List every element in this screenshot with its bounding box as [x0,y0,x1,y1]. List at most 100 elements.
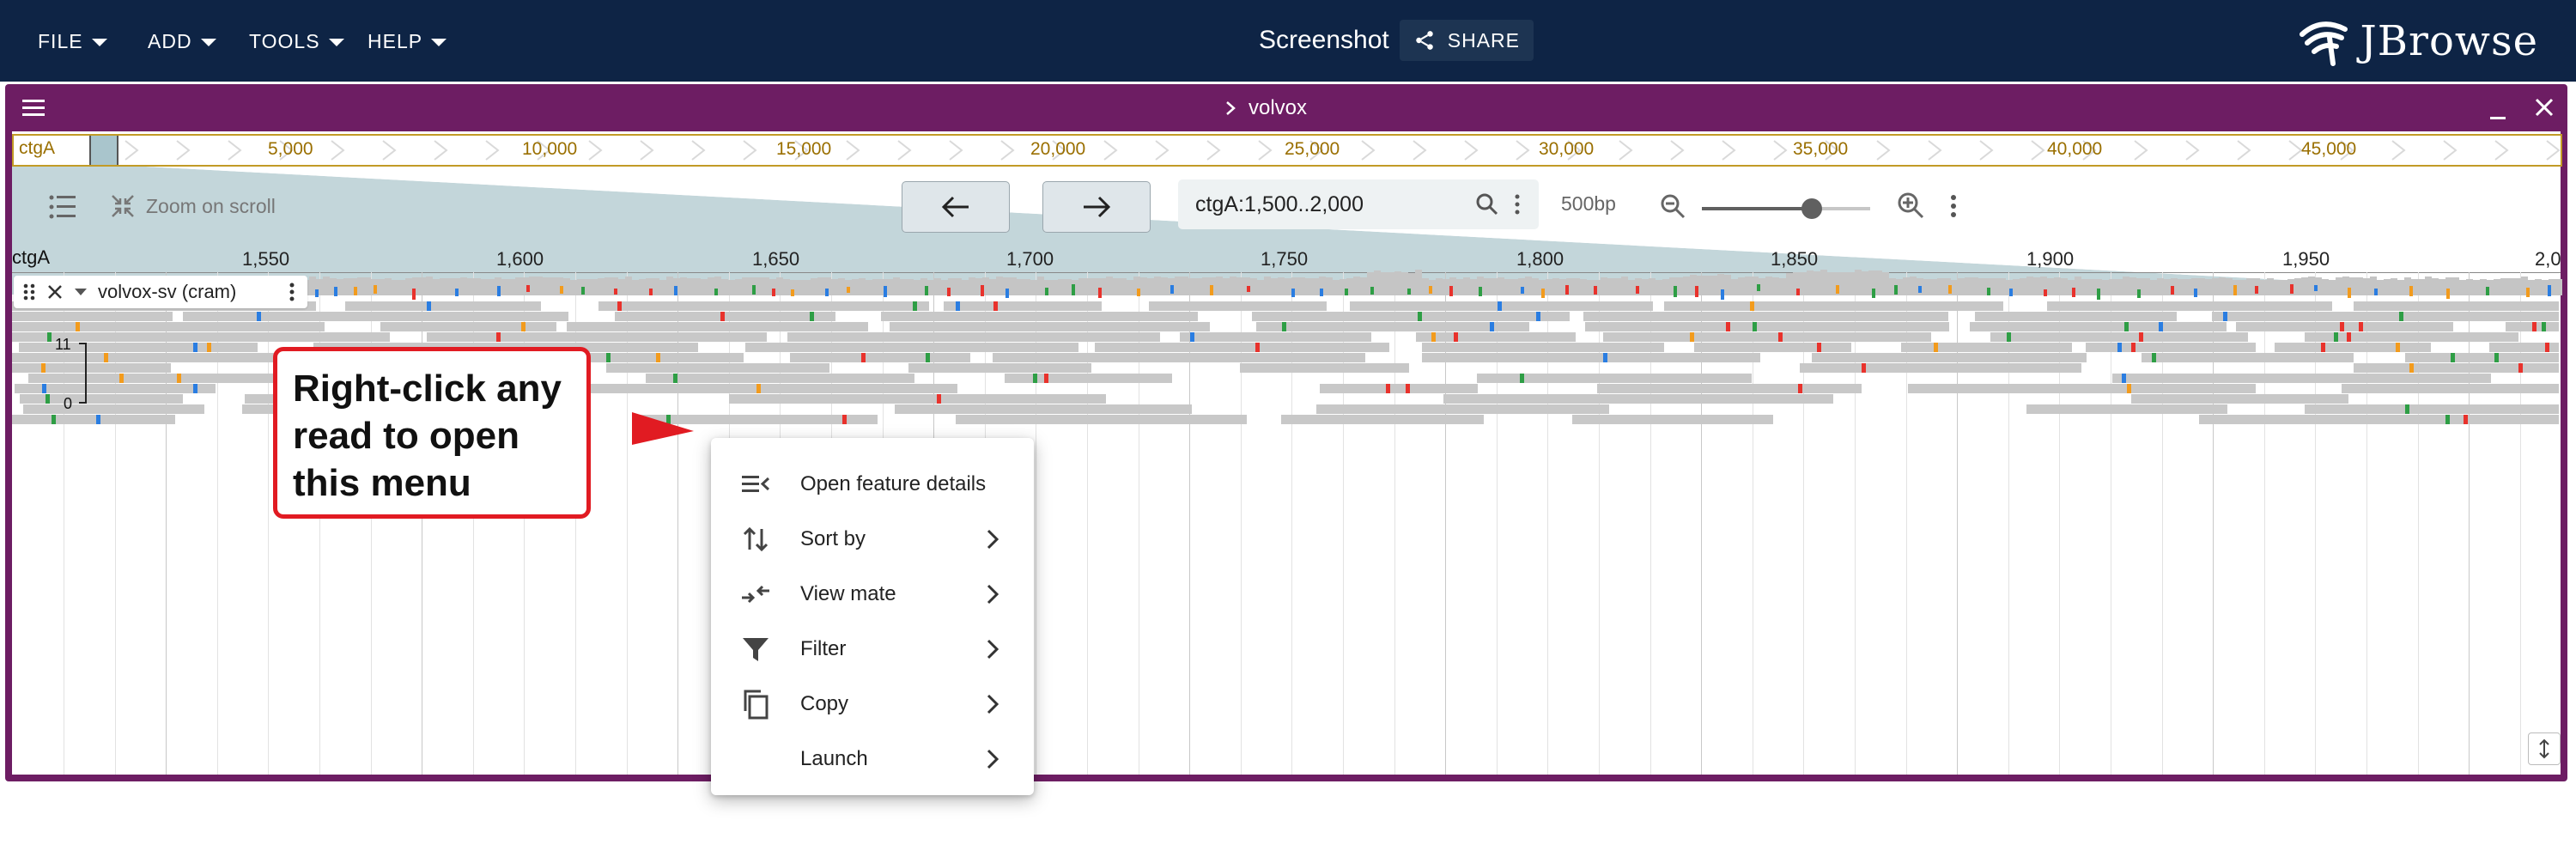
alignment-read[interactable] [2275,343,2431,352]
alignment-read[interactable] [23,404,204,414]
alignment-read[interactable] [2354,301,2559,311]
alignment-read[interactable] [993,353,1365,362]
alignment-read[interactable] [745,343,1078,352]
alignment-read[interactable] [2305,404,2559,414]
alignment-read[interactable] [1585,322,1949,331]
alignment-read[interactable] [956,415,1247,424]
alignment-read[interactable] [606,363,829,373]
alignment-read[interactable] [1603,332,1931,342]
alignment-read[interactable] [1583,312,1948,321]
alignment-read[interactable] [427,332,767,342]
alignment-read[interactable] [2405,353,2559,362]
alignment-read[interactable] [1095,343,1389,352]
alignment-read[interactable] [1970,322,2227,331]
alignment-read[interactable] [1005,374,1172,383]
alignment-read[interactable] [1572,415,1773,424]
alignment-read[interactable] [1800,363,2081,373]
overview-region-highlight[interactable] [89,136,118,165]
alignment-read[interactable] [20,394,183,404]
scroll-left-button[interactable] [902,181,1010,233]
alignment-read[interactable] [2354,363,2559,373]
alignment-read[interactable] [646,374,914,383]
alignment-read[interactable] [380,322,556,331]
alignment-read[interactable] [12,353,372,362]
alignment-read[interactable] [2212,312,2559,321]
alignment-read[interactable] [1281,415,1484,424]
alignment-read[interactable] [15,384,216,393]
alignment-read[interactable] [12,332,390,342]
add-menu-button[interactable]: ADD [148,24,216,58]
alignment-read[interactable] [1901,343,2072,352]
close-icon[interactable] [2533,96,2555,119]
alignment-read[interactable] [1240,363,1409,373]
alignment-read[interactable] [1812,353,2087,362]
alignment-read[interactable] [1316,404,1609,414]
alignment-read[interactable] [2236,322,2453,331]
alignment-read[interactable] [2305,332,2518,342]
alignment-read[interactable] [2047,301,2332,311]
alignment-read[interactable] [1664,301,2003,311]
alignment-read[interactable] [2489,343,2559,352]
alignment-read[interactable] [908,363,1091,373]
alignment-read[interactable] [12,415,175,424]
alignment-read[interactable] [2026,404,2227,414]
alignment-read[interactable] [19,343,258,352]
alignment-read[interactable] [2199,415,2559,424]
zoom-on-scroll-toggle[interactable]: Zoom on scroll [110,193,276,219]
alignment-read[interactable] [881,312,1198,321]
alignment-read[interactable] [790,353,970,362]
zoom-out-icon[interactable] [1659,192,1686,220]
alignment-read[interactable] [28,374,295,383]
alignment-read[interactable] [944,301,1102,311]
view-menu-icon[interactable] [21,96,46,119]
alignment-read[interactable] [1422,343,1664,352]
alignment-read[interactable] [1597,384,1862,393]
alignment-read[interactable] [890,322,1210,331]
alignment-read[interactable] [615,312,835,321]
chevron-down-icon[interactable] [74,287,88,297]
alignment-read[interactable] [598,301,929,311]
alignment-read[interactable] [787,332,1160,342]
alignment-read[interactable] [1908,384,2256,393]
menu-item-sort-by[interactable]: Sort by [711,512,1034,567]
alignment-read[interactable] [2131,394,2348,404]
view-options-icon[interactable] [1949,193,1958,219]
alignment-read[interactable] [1477,374,1752,383]
search-icon[interactable] [1475,192,1499,216]
share-button[interactable]: SHARE [1399,20,1534,61]
location-value[interactable]: ctgA:1,500..2,000 [1195,191,1364,216]
alignment-read[interactable] [12,322,325,331]
resize-height-button[interactable] [2528,732,2561,765]
alignment-read[interactable] [895,404,1192,414]
menu-item-launch[interactable]: Launch [711,732,1034,787]
alignment-read[interactable] [345,301,541,311]
alignment-read[interactable] [1180,332,1371,342]
alignment-read[interactable] [570,384,957,393]
alignment-read[interactable] [1256,322,1529,331]
more-vert-icon[interactable] [1513,192,1522,216]
help-menu-button[interactable]: HELP [368,24,447,58]
overview-scale-bar[interactable]: ctgA 5,000 10,000 15,000 20,000 25,000 3… [12,134,2562,167]
menu-item-view-mate[interactable]: View mate [711,567,1034,622]
alignment-read[interactable] [2112,374,2491,383]
tools-menu-button[interactable]: TOOLS [249,24,344,58]
alignment-read[interactable] [1694,343,1851,352]
alignment-read[interactable] [1416,332,1576,342]
menu-item-filter[interactable]: Filter [711,622,1034,677]
alignment-read[interactable] [183,312,568,321]
alignment-read[interactable] [1422,353,1760,362]
zoom-in-icon[interactable] [1896,191,1925,220]
alignment-read[interactable] [1149,301,1327,311]
alignment-read[interactable] [1443,394,1833,404]
alignment-read[interactable] [12,363,171,373]
drag-handle-icon[interactable] [22,283,36,301]
scroll-right-button[interactable] [1042,181,1151,233]
alignment-read[interactable] [1975,312,2177,321]
menu-item-open-feature-details[interactable]: Open feature details [711,457,1034,512]
alignment-read[interactable] [2342,384,2559,393]
session-title[interactable]: Screenshot [1259,26,1389,54]
alignment-read[interactable] [1252,312,1570,321]
minimize-icon[interactable] [2487,100,2509,122]
alignment-read[interactable] [640,415,878,424]
zoom-slider-thumb[interactable] [1801,198,1822,219]
